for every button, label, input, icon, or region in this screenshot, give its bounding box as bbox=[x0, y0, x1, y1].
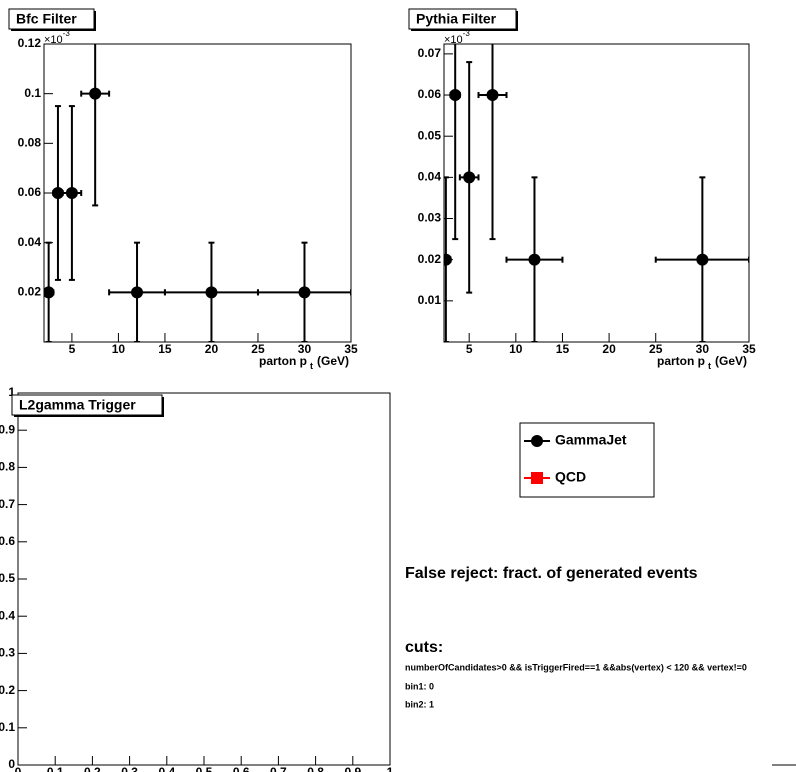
x-tick-label: 35 bbox=[742, 342, 756, 356]
y-exponent: ×10-3 bbox=[44, 29, 70, 46]
y-exponent-base: ×10 bbox=[444, 34, 463, 46]
x-tick-label: 0.2 bbox=[84, 765, 101, 772]
x-axis-label-sub: t bbox=[708, 361, 711, 371]
data-point bbox=[444, 253, 452, 266]
data-point bbox=[298, 286, 311, 299]
note-heading: False reject: fract. of generated events bbox=[405, 565, 698, 582]
y-tick-label: 0.02 bbox=[418, 252, 442, 266]
plot-frame bbox=[443, 43, 750, 343]
y-tick-label: 0 bbox=[8, 757, 15, 771]
y-exponent-power: -3 bbox=[463, 29, 471, 38]
data-point bbox=[89, 87, 102, 100]
y-tick-label: 0.4 bbox=[0, 608, 15, 622]
x-tick-label: 30 bbox=[298, 342, 312, 356]
plot-area bbox=[44, 44, 351, 342]
x-axis-label: parton p t (GeV) bbox=[259, 354, 349, 371]
x-tick-label: 20 bbox=[602, 342, 616, 356]
y-exponent-power: -3 bbox=[63, 29, 71, 38]
title-box bbox=[11, 394, 163, 416]
y-tick-label: 0.7 bbox=[0, 497, 15, 511]
y-tick-label: 0.3 bbox=[0, 646, 15, 660]
bin-note: bin2: 1 bbox=[405, 699, 434, 709]
x-tick-label: 10 bbox=[509, 342, 523, 356]
x-tick-label: 25 bbox=[649, 342, 663, 356]
data-point bbox=[51, 187, 64, 199]
x-tick-label: 1 bbox=[387, 765, 394, 772]
data-point bbox=[131, 286, 144, 299]
y-tick-label: 0.08 bbox=[18, 136, 42, 150]
x-tick-label: 0.9 bbox=[344, 765, 361, 772]
data-point bbox=[205, 286, 218, 299]
x-tick-label: 0.4 bbox=[158, 765, 175, 772]
legend-marker bbox=[531, 435, 543, 447]
data-point bbox=[449, 89, 462, 102]
y-tick-label: 0.9 bbox=[0, 422, 15, 436]
title-box bbox=[408, 8, 517, 30]
legend-label: QCD bbox=[555, 469, 586, 485]
legend-label: GammaJet bbox=[555, 432, 627, 448]
y-tick-label: 0.06 bbox=[418, 87, 442, 101]
legend-box bbox=[519, 422, 655, 498]
x-tick-label: 0.8 bbox=[307, 765, 324, 772]
legend-marker bbox=[531, 472, 543, 484]
y-tick-label: 0.6 bbox=[0, 534, 15, 548]
data-point bbox=[696, 253, 709, 266]
x-tick-label: 0.3 bbox=[121, 765, 138, 772]
x-tick-label: 35 bbox=[344, 342, 358, 356]
x-tick-label: 10 bbox=[112, 342, 126, 356]
x-tick-label: 30 bbox=[696, 342, 710, 356]
bin-note: bin1: 0 bbox=[405, 681, 434, 691]
y-tick-label: 0.07 bbox=[418, 46, 442, 60]
y-tick-label: 1 bbox=[8, 385, 15, 399]
y-tick-label: 0.2 bbox=[0, 683, 15, 697]
cuts-text: numberOfCandidates>0 && isTriggerFired==… bbox=[405, 662, 747, 672]
x-axis-label-unit: (GeV) bbox=[317, 354, 349, 368]
cuts-label: cuts: bbox=[405, 639, 443, 656]
chart-title: L2gamma Trigger bbox=[19, 397, 136, 413]
x-tick-label: 0 bbox=[15, 765, 22, 772]
y-tick-label: 0.5 bbox=[0, 571, 15, 585]
x-tick-label: 25 bbox=[251, 342, 265, 356]
x-tick-label: 5 bbox=[466, 342, 473, 356]
x-tick-label: 5 bbox=[69, 342, 76, 356]
data-point bbox=[486, 89, 499, 102]
y-tick-label: 0.1 bbox=[0, 720, 15, 734]
chart-title: Pythia Filter bbox=[416, 11, 497, 27]
chart-title: Bfc Filter bbox=[16, 11, 77, 27]
data-point bbox=[528, 253, 541, 266]
data-point bbox=[65, 187, 78, 199]
y-tick-label: 0.8 bbox=[0, 460, 15, 474]
y-tick-label: 0.03 bbox=[418, 211, 442, 225]
x-axis-label-unit: (GeV) bbox=[715, 354, 747, 368]
x-tick-label: 0.5 bbox=[196, 765, 213, 772]
y-tick-label: 0.04 bbox=[418, 170, 442, 184]
x-tick-label: 15 bbox=[556, 342, 570, 356]
y-exponent: ×10-3 bbox=[444, 29, 470, 46]
x-tick-label: 0.7 bbox=[270, 765, 287, 772]
y-exponent-base: ×10 bbox=[44, 34, 63, 46]
x-tick-label: 15 bbox=[158, 342, 172, 356]
y-tick-label: 0.1 bbox=[24, 86, 41, 100]
title-box bbox=[8, 8, 95, 30]
x-tick-label: 0.6 bbox=[233, 765, 250, 772]
x-axis-label-text: parton p bbox=[657, 354, 705, 368]
x-axis-label: parton p t (GeV) bbox=[657, 354, 747, 371]
x-axis-label-text: parton p bbox=[259, 354, 307, 368]
y-tick-label: 0.06 bbox=[18, 185, 42, 199]
y-tick-label: 0.05 bbox=[418, 128, 442, 142]
plot-area bbox=[444, 44, 749, 342]
x-tick-label: 0.1 bbox=[47, 765, 64, 772]
y-tick-label: 0.04 bbox=[18, 235, 42, 249]
y-tick-label: 0.02 bbox=[18, 285, 42, 299]
x-axis-label-sub: t bbox=[310, 361, 313, 371]
data-point bbox=[463, 171, 476, 184]
y-tick-label: 0.12 bbox=[18, 36, 42, 50]
x-tick-label: 20 bbox=[205, 342, 219, 356]
data-point bbox=[44, 286, 55, 299]
y-tick-label: 0.01 bbox=[418, 293, 442, 307]
